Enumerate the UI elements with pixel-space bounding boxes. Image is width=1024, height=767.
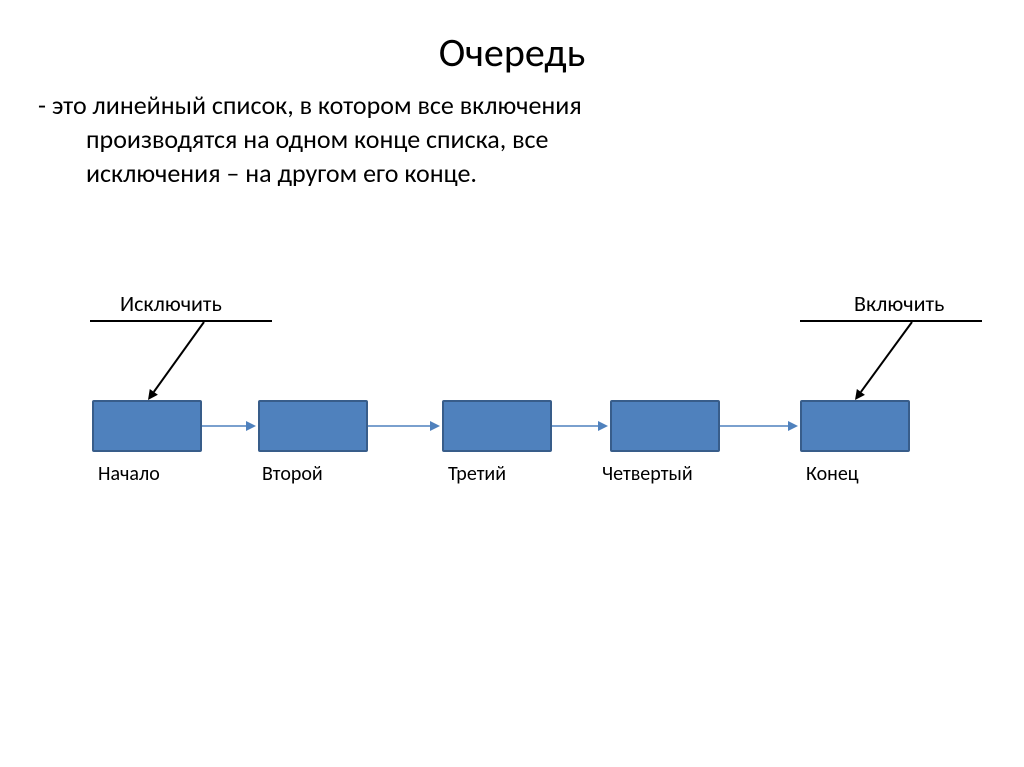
queue-diagram: Исключить Включить НачалоВторойТретийЧет…: [0, 280, 1024, 540]
queue-node: [442, 400, 552, 452]
queue-node-label: Третий: [448, 462, 506, 486]
page-title: Очередь: [0, 0, 1024, 77]
arrow-right-icon: [720, 416, 800, 436]
include-arrow-icon: [845, 312, 922, 410]
arrow-right-icon: [202, 416, 258, 436]
arrow-right-icon: [368, 416, 442, 436]
queue-node: [92, 400, 202, 452]
queue-node-label: Начало: [98, 462, 160, 486]
queue-node: [800, 400, 910, 452]
queue-node-label: Четвертый: [602, 462, 693, 486]
desc-line-3: исключения – на другом его конце.: [40, 157, 984, 191]
queue-node-label: Конец: [806, 462, 859, 486]
exclude-arrow-icon: [138, 312, 214, 410]
desc-line-2: производятся на одном конце списка, все: [40, 123, 984, 157]
queue-node-label: Второй: [262, 462, 323, 486]
description: - это линейный список, в котором все вкл…: [0, 77, 1024, 190]
queue-node: [258, 400, 368, 452]
arrow-right-icon: [552, 416, 610, 436]
desc-line-1: - это линейный список, в котором все вкл…: [38, 89, 582, 121]
queue-node: [610, 400, 720, 452]
